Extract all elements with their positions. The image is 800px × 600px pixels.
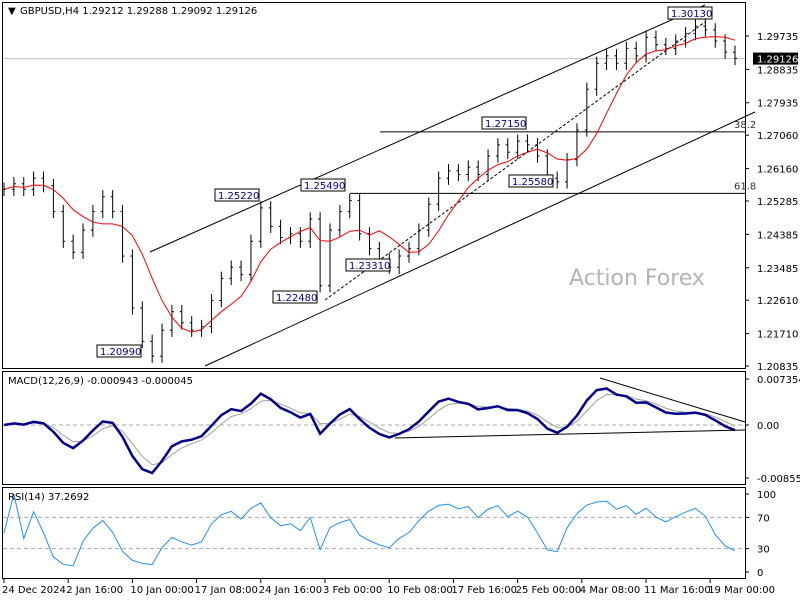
macd-trend-line xyxy=(599,377,746,423)
rsi-tick-label: 100 xyxy=(757,490,776,501)
price-annotation-box xyxy=(345,258,391,272)
macd-tick-label: -0.008558 xyxy=(757,474,800,485)
price-tick-label: 1.26160 xyxy=(757,165,798,176)
channel-lower-line xyxy=(204,111,756,367)
macd-panel-frame xyxy=(2,371,746,485)
rsi-panel xyxy=(3,493,745,567)
price-tick-label: 1.27935 xyxy=(757,99,798,110)
price-tick-label: 1.21710 xyxy=(757,330,798,341)
price-tick-label: 1.22610 xyxy=(757,296,798,307)
price-tick-label: 1.23485 xyxy=(757,264,798,275)
moving-average-line xyxy=(3,36,736,333)
price-annotation-box xyxy=(214,188,260,202)
time-tick-label: 17 Feb 16:00 xyxy=(451,585,517,596)
time-tick-label: 24 Dec 2024 xyxy=(2,585,66,596)
price-tick-label: 1.28835 xyxy=(757,65,798,76)
time-tick-label: 17 Jan 08:00 xyxy=(195,585,258,596)
macd-tick-label: 0.00 xyxy=(757,421,779,432)
price-tick-label: 1.27060 xyxy=(757,131,798,142)
channel-upper-line xyxy=(149,4,706,253)
price-annotation-box xyxy=(667,6,713,20)
rsi-tick-label: 0 xyxy=(757,568,763,579)
time-tick-label: 4 Mar 08:00 xyxy=(580,585,640,596)
time-tick-label: 19 Mar 00:00 xyxy=(708,585,775,596)
current-price-badge xyxy=(753,52,798,65)
price-annotation-label: 1.23310 xyxy=(349,261,390,272)
price-annotation-label: 1.22480 xyxy=(276,293,317,304)
price-annotation-box xyxy=(272,290,318,304)
rsi-line xyxy=(3,493,736,567)
price-annotation-label: 1.25580 xyxy=(512,177,553,188)
macd-panel xyxy=(3,377,746,475)
price-annotation-box xyxy=(508,174,554,188)
price-annotation-box xyxy=(300,178,346,192)
dashed-trend-line xyxy=(324,21,706,301)
price-annotation-label: 1.25490 xyxy=(304,181,345,192)
price-tick-label: 1.29735 xyxy=(757,32,798,43)
price-tick-label: 1.24385 xyxy=(757,230,798,241)
time-tick-label: 10 Jan 00:00 xyxy=(130,585,193,596)
time-tick-label: 25 Feb 00:00 xyxy=(516,585,582,596)
rsi-tick-label: 30 xyxy=(757,545,770,556)
rsi-panel-frame xyxy=(2,487,746,579)
fib-level-label: 38.2 xyxy=(734,120,756,131)
price-annotation-label: 1.30130 xyxy=(671,9,712,20)
price-annotation-label: 1.20990 xyxy=(100,347,141,358)
price-annotation-box xyxy=(96,344,142,358)
price-tick-label: 1.25285 xyxy=(757,197,798,208)
price-panel: 38.2 61.8 1.30130 1.27150 1.25490 1.25220 1.25… xyxy=(2,4,756,367)
price-tick-label: 1.20835 xyxy=(757,362,798,373)
time-tick-label: 2 Jan 16:00 xyxy=(66,585,123,596)
macd-title: MACD(12,26,9) -0.000943 -0.000045 xyxy=(8,376,193,387)
time-tick-label: 24 Jan 16:00 xyxy=(259,585,322,596)
watermark: Action Forex xyxy=(569,266,705,291)
time-tick-label: 3 Feb 00:00 xyxy=(323,585,382,596)
rsi-tick-label: 70 xyxy=(757,513,770,524)
macd-tick-label: 0.007354 xyxy=(757,375,800,386)
macd-signal-line xyxy=(3,394,736,466)
macd-line xyxy=(3,387,736,475)
time-tick-label: 11 Mar 16:00 xyxy=(644,585,711,596)
chart-title-arrow[interactable]: ▼ xyxy=(8,6,16,17)
price-annotation-label: 1.25220 xyxy=(218,191,259,202)
macd-trend-line xyxy=(394,429,746,439)
time-tick-label: 10 Feb 08:00 xyxy=(387,585,453,596)
fib-level-label: 61.8 xyxy=(734,181,756,192)
price-annotation-label: 1.27150 xyxy=(485,119,526,130)
chart-title: GBPUSD,H4 1.29212 1.29288 1.29092 1.2912… xyxy=(20,6,257,17)
axes: 1.29735 1.28835 1.27935 1.27060 1.26160 1.252… xyxy=(2,32,800,596)
current-price-label: 1.29126 xyxy=(757,55,798,66)
price-annotation-box xyxy=(481,116,527,130)
rsi-title: RSI(14) 37.2692 xyxy=(8,492,89,503)
main-panel-frame xyxy=(2,2,746,369)
